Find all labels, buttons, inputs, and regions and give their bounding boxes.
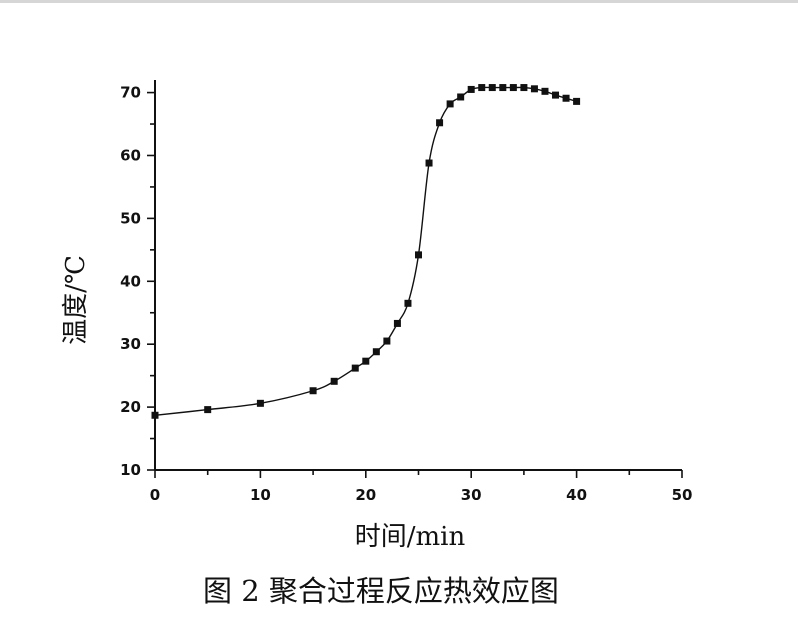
data-point-marker xyxy=(436,119,444,127)
data-point-marker xyxy=(351,364,359,372)
data-point-marker xyxy=(446,100,454,108)
y-axis-title: 温度/℃ xyxy=(61,255,91,345)
data-point-marker xyxy=(552,91,560,99)
top-border-rule xyxy=(0,0,798,3)
x-tick-label: 30 xyxy=(461,486,482,504)
x-tick-labels: 0 10 20 30 40 50 xyxy=(150,486,693,504)
x-tick-label: 0 xyxy=(150,486,160,504)
x-tick-label: 10 xyxy=(250,486,271,504)
y-tick-labels: 10 20 30 40 50 60 70 xyxy=(120,84,141,479)
data-point-marker xyxy=(541,87,549,95)
data-point-marker xyxy=(457,93,465,101)
data-point-marker xyxy=(425,159,433,167)
data-point-marker xyxy=(383,337,391,345)
data-point-marker xyxy=(467,85,475,93)
y-tick-label: 60 xyxy=(120,146,141,164)
y-tick-label: 50 xyxy=(120,209,141,227)
data-point-marker xyxy=(330,377,338,385)
chart-axes xyxy=(147,80,683,478)
series-line-group xyxy=(154,86,577,416)
x-tick-label: 40 xyxy=(566,486,587,504)
x-tick-label: 20 xyxy=(355,486,376,504)
y-tick-label: 40 xyxy=(120,272,141,290)
data-point-marker xyxy=(509,84,517,92)
series-points-group xyxy=(151,84,581,419)
data-point-marker xyxy=(415,251,422,259)
y-tick-label: 30 xyxy=(120,335,141,353)
data-point-marker xyxy=(530,85,538,93)
data-point-marker xyxy=(256,399,264,407)
data-point-marker xyxy=(151,411,159,419)
data-point-marker xyxy=(309,387,317,395)
x-tick-label: 50 xyxy=(672,486,693,504)
temperature-time-chart: 0 10 20 30 40 50 10 20 30 40 50 60 70 时间/min 温度/℃ xyxy=(61,80,693,552)
x-axis-title: 时间/min xyxy=(355,522,466,552)
data-point-marker xyxy=(393,319,401,327)
data-point-marker xyxy=(478,84,486,92)
series-line xyxy=(154,86,577,416)
y-tick-label: 20 xyxy=(120,398,141,416)
data-point-marker xyxy=(499,84,507,92)
data-point-marker xyxy=(204,406,212,414)
data-point-marker xyxy=(362,357,370,365)
data-point-marker xyxy=(562,94,570,102)
data-point-marker xyxy=(404,299,412,307)
data-point-marker xyxy=(520,84,528,92)
figure-caption: 图 2 聚合过程反应热效应图 xyxy=(203,574,559,608)
y-tick-label: 70 xyxy=(120,84,141,102)
data-point-marker xyxy=(573,97,581,105)
data-point-marker xyxy=(372,348,380,356)
y-tick-label: 10 xyxy=(120,461,141,479)
data-point-marker xyxy=(488,84,496,92)
